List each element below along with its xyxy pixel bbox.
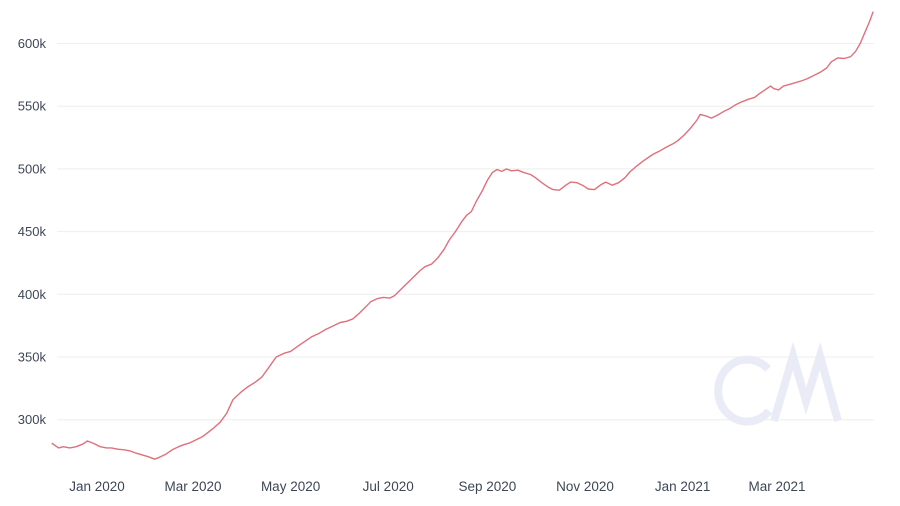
- x-tick-label: Jan 2021: [655, 479, 711, 494]
- y-tick-label: 350k: [18, 350, 47, 365]
- y-tick-label: 300k: [18, 412, 47, 427]
- watermark-letter-c: [714, 355, 773, 426]
- x-tick-label: Mar 2020: [164, 479, 221, 494]
- x-tick-label: Jul 2020: [363, 479, 414, 494]
- x-tick-label: Jan 2020: [69, 479, 125, 494]
- x-tick-label: Mar 2021: [748, 479, 805, 494]
- y-tick-label: 600k: [18, 36, 47, 51]
- y-tick-label: 550k: [18, 99, 47, 114]
- data-series-line: [51, 11, 874, 460]
- y-tick-label: 500k: [18, 161, 47, 176]
- x-tick-label: Sep 2020: [458, 479, 516, 494]
- x-tick-label: May 2020: [261, 479, 320, 494]
- x-tick-label: Nov 2020: [556, 479, 614, 494]
- y-tick-label: 450k: [18, 224, 47, 239]
- y-axis-labels: 300k 350k 400k 450k 500k 550k 600k: [18, 36, 47, 427]
- grid-lines: [57, 43, 874, 421]
- watermark-letter-m: [770, 341, 842, 423]
- y-tick-label: 400k: [18, 287, 47, 302]
- coinmetrics-watermark: [714, 341, 842, 426]
- x-axis-labels: Jan 2020 Mar 2020 May 2020 Jul 2020 Sep 2020…: [69, 479, 805, 494]
